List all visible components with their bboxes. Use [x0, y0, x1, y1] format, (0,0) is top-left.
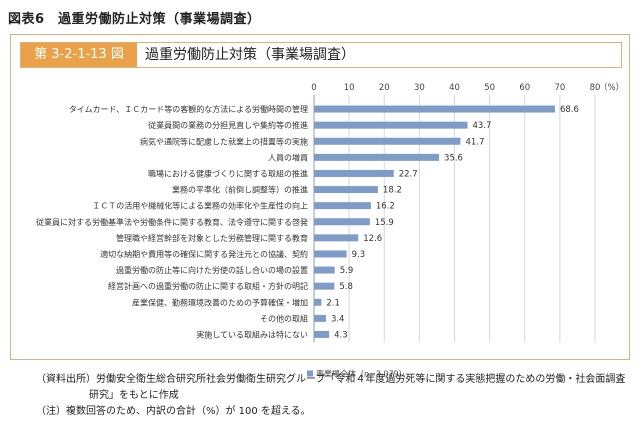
value-label: 18.2: [383, 186, 402, 196]
value-label: 43.7: [472, 121, 491, 131]
bar: [314, 266, 335, 274]
category-label: ＩＣＴの活用や機械化等による業務の効率化や生産性の向上: [92, 201, 308, 211]
category-label: 過重労働の防止等に向けた労使の話し合いの場の設置: [116, 265, 308, 275]
chart-title: 過重労働防止対策（事業場調査）: [145, 47, 355, 63]
bar: [314, 169, 394, 177]
value-label: 35.6: [444, 153, 463, 163]
x-tick-label: 30: [414, 83, 425, 93]
category-label: 人員の増員: [268, 152, 308, 162]
category-label: 管理職や経営幹部を対象とした労務管理に関する教育: [116, 233, 308, 243]
value-label: 5.9: [340, 266, 354, 276]
bar: [314, 121, 468, 129]
value-label: 41.7: [465, 137, 484, 147]
bar: [314, 330, 330, 338]
bar: [314, 250, 347, 258]
value-label: 2.1: [326, 298, 340, 308]
category-label: 従業員に対する労働基準法や労働条件に関する教育、法令遵守に関する啓発: [36, 217, 308, 227]
bar: [314, 153, 440, 161]
bar: [314, 282, 335, 290]
x-tick-label: 10: [344, 83, 355, 93]
footnote: （注）複数回答のため、内訳の合計（%）が 100 を超える。: [36, 406, 311, 417]
category-label: 病気や通院等に配慮した就業上の措置等の実施: [140, 136, 308, 146]
notes-block: （資料出所）労働安全衛生総合研究所社会労働衛生研究グループ「令和４年度過労死等に…: [36, 372, 626, 420]
value-label: 12.6: [363, 234, 382, 244]
chart-panel: 第 3-2-1-13 図 過重労働防止対策（事業場調査） 0 10 20 30 40 50…: [10, 34, 630, 379]
value-label: 15.9: [375, 218, 394, 228]
figure-label: 図表6 過重労働防止対策（事業場調査）: [8, 12, 261, 27]
value-label: 4.3: [334, 330, 348, 340]
x-tick-label: 70: [554, 83, 565, 93]
value-label: 16.2: [376, 202, 395, 212]
bar-chart: 0 10 20 30 40 50 60 70 80（%） タイムカード、ＩＣカード等の客観的な方法…: [36, 82, 624, 379]
value-label: 22.7: [399, 169, 418, 179]
category-label: 業務の平準化（前倒し調整等）の推進: [172, 185, 308, 195]
bar: [314, 105, 555, 113]
x-tick-label: 60: [519, 83, 530, 93]
bar: [314, 137, 461, 145]
bar: [314, 314, 326, 322]
category-label: 産業保健、勤務環境改善のための予算確保・増加: [132, 297, 308, 307]
x-tick-label: 50: [484, 83, 495, 93]
bar: [314, 218, 370, 226]
legend-swatch: [307, 370, 313, 377]
source-note-line-1: （資料出所）労働安全衛生総合研究所社会労働衛生研究グループ「令和４年度過労死等に…: [36, 374, 626, 385]
category-label: 経営計画への過重労働の防止に関する取組・方針の明記: [108, 281, 308, 291]
category-label: 適切な納期や費用等の確保に関する発注元との協議、契約: [100, 249, 308, 259]
value-label: 9.3: [352, 250, 366, 260]
value-label: 5.8: [339, 282, 353, 292]
bar: [314, 234, 359, 242]
chart-header: 第 3-2-1-13 図 過重労働防止対策（事業場調査）: [20, 42, 622, 68]
x-tick-label: 40: [449, 83, 460, 93]
legend-label: 事業場全体（n=3,079）: [316, 369, 407, 379]
category-label: 実施している取組みは特にない: [196, 329, 308, 339]
bar: [314, 202, 371, 210]
category-label: 従業員間の業務の分担見直しや集約等の推進: [148, 120, 308, 130]
figure-number: 第 3-2-1-13 図: [21, 43, 137, 67]
value-label: 68.6: [560, 105, 579, 115]
unit-label: （%）: [599, 82, 624, 93]
source-note-line-2: 研究」をもとに作成: [89, 390, 179, 401]
x-tick-label: 80: [590, 83, 601, 93]
category-label: その他の取組: [260, 313, 308, 323]
category-label: タイムカード、ＩＣカード等の客観的な方法による労働時間の管理: [69, 104, 308, 114]
category-label: 職場における健康づくりに関する取組の推進: [148, 168, 308, 178]
bar: [314, 298, 322, 306]
value-label: 3.4: [331, 314, 345, 324]
bar: [314, 186, 378, 194]
x-tick-label: 20: [379, 83, 390, 93]
x-tick-label: 0: [311, 83, 316, 93]
